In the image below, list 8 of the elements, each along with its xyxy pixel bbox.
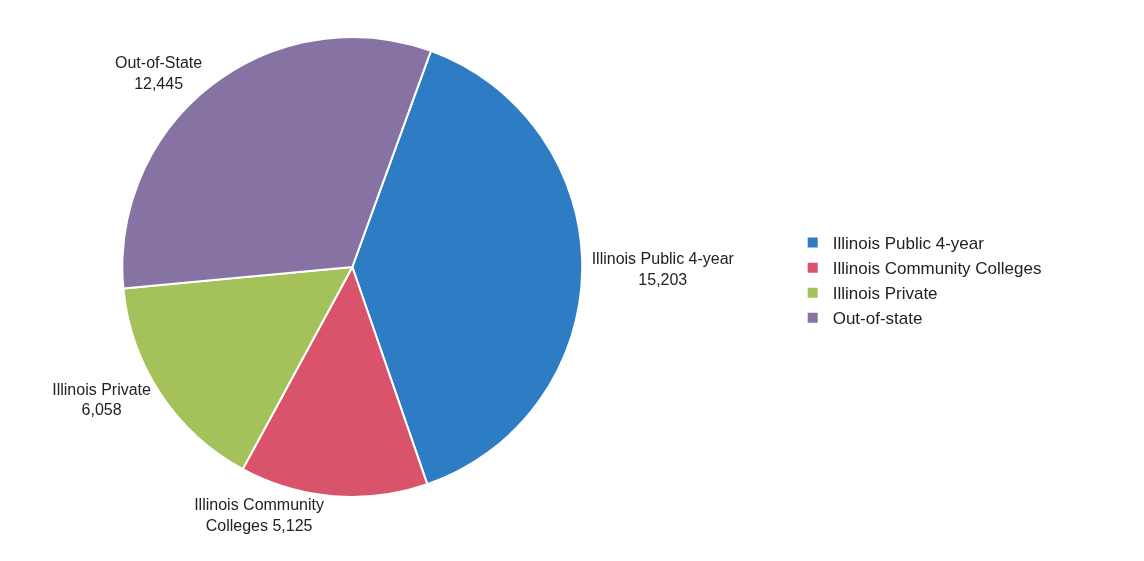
- legend-label: Illinois Community Colleges: [832, 259, 1042, 279]
- legend-label: Illinois Private: [832, 284, 938, 304]
- data-label: Illinois Private 6,058: [52, 380, 152, 419]
- legend-label: Illinois Public 4-year: [832, 234, 985, 254]
- data-label: Out-of-State 12,445: [115, 54, 203, 93]
- data-label: Illinois Community Colleges 5,125: [194, 496, 324, 534]
- data-label: Illinois Public 4-year 15,203: [591, 249, 735, 288]
- legend-label: Out-of-state: [832, 309, 923, 329]
